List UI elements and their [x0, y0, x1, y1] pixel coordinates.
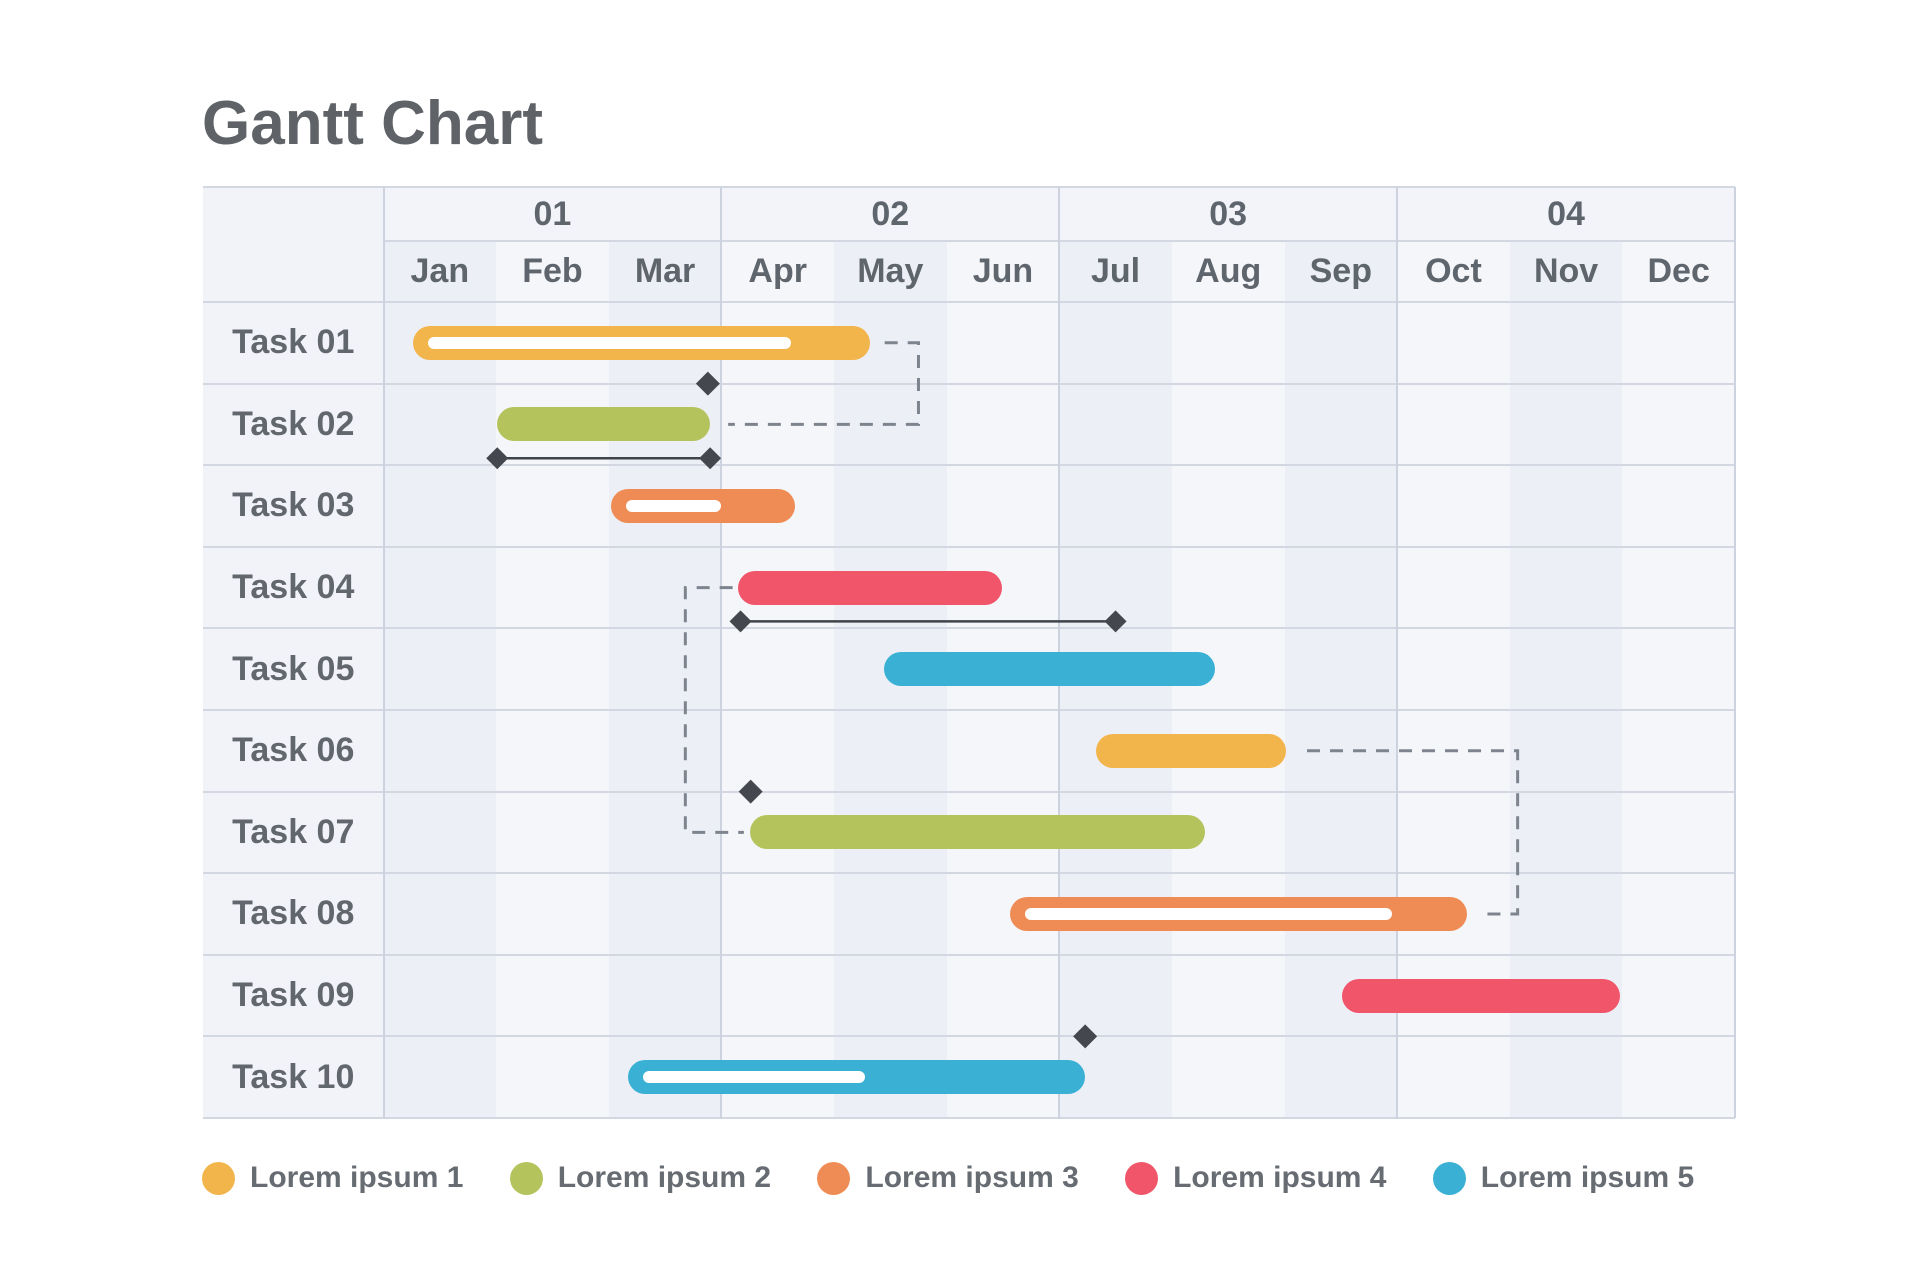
range-diamond-start [729, 610, 752, 633]
milestone-diamond [1073, 1024, 1098, 1049]
task-label-5: Task 05 [232, 649, 355, 688]
quarter-header-02: 02 [721, 187, 1060, 241]
gantt-bar-task-08 [1009, 897, 1467, 931]
grid-row-line [203, 464, 1735, 467]
month-column-apr [721, 241, 834, 1118]
month-column-nov [1509, 241, 1623, 1118]
task-label-4: Task 04 [232, 568, 355, 607]
grid-row-line [203, 872, 1735, 875]
task-label-6: Task 06 [232, 731, 355, 770]
quarter-header-01: 01 [383, 187, 722, 241]
milestone-diamond [738, 779, 763, 804]
dependency-connector [1307, 749, 1520, 916]
gantt-bar-task-03 [611, 489, 795, 523]
legend-item-1: Lorem ipsum 1 [202, 1158, 463, 1198]
grid-row-line [203, 953, 1735, 956]
page-title: Gantt Chart [202, 89, 543, 158]
task-label-8: Task 08 [232, 894, 355, 933]
progress-stripe [626, 500, 722, 512]
grid-label-divider [382, 187, 385, 1118]
progress-stripe [642, 1071, 866, 1084]
month-column-oct [1397, 241, 1510, 1118]
range-diamond-start [486, 447, 509, 470]
range-diamond-end [699, 447, 722, 470]
grid-row-line [203, 709, 1735, 711]
quarter-header-04: 04 [1397, 187, 1735, 241]
month-column-sep [1284, 241, 1398, 1118]
month-label-nov: Nov [1533, 252, 1599, 290]
legend-dot-red-icon [1125, 1161, 1159, 1195]
month-label-feb: Feb [522, 252, 583, 290]
legend-item-5: Lorem ipsum 5 [1432, 1158, 1695, 1198]
gantt-bar-task-01 [412, 325, 871, 360]
gantt-bar-task-04 [738, 570, 1002, 605]
legend-label: Lorem ipsum 1 [250, 1161, 464, 1194]
grid-quarter-line [720, 187, 723, 1118]
month-label-aug: Aug [1195, 252, 1262, 290]
grid-row-line [203, 301, 1735, 303]
legend-label: Lorem ipsum 5 [1480, 1161, 1695, 1194]
month-column-dec [1622, 241, 1735, 1118]
dependency-connector [728, 341, 920, 426]
month-label-oct: Oct [1425, 252, 1482, 290]
grid-row-line [203, 790, 1735, 793]
milestone-diamond [695, 371, 720, 396]
legend-dot-cyan-icon [1432, 1161, 1466, 1195]
grid-row-line [203, 1035, 1735, 1038]
grid-row-line [203, 1117, 1735, 1119]
legend-dot-olive-icon [509, 1161, 543, 1195]
legend-label: Lorem ipsum 2 [557, 1161, 772, 1194]
grid-top-border [203, 186, 1735, 188]
gantt-bar-task-06 [1096, 733, 1286, 768]
month-column-feb [496, 241, 609, 1118]
task-label-3: Task 03 [232, 486, 355, 525]
task-label-9: Task 09 [232, 976, 355, 1015]
grid-row-line [203, 627, 1735, 630]
task-label-1: Task 01 [232, 323, 355, 362]
month-label-may: May [857, 252, 924, 290]
month-label-sep: Sep [1309, 252, 1372, 290]
task-label-7: Task 07 [232, 812, 355, 851]
task-label-2: Task 02 [232, 404, 355, 443]
legend-label: Lorem ipsum 3 [865, 1161, 1079, 1194]
month-label-jul: Jul [1091, 252, 1141, 290]
legend-label: Lorem ipsum 4 [1173, 1161, 1387, 1194]
quarter-header-03: 03 [1059, 187, 1398, 241]
legend-dot-orange-icon [817, 1161, 851, 1195]
task-label-column-background [203, 187, 384, 1118]
progress-stripe [427, 336, 791, 349]
gantt-bar-task-09 [1341, 978, 1621, 1013]
gantt-bar-task-05 [883, 652, 1215, 687]
month-label-jun: Jun [972, 252, 1034, 290]
month-label-mar: Mar [634, 252, 696, 290]
legend-item-2: Lorem ipsum 2 [509, 1158, 772, 1198]
month-column-jan [383, 241, 497, 1118]
gantt-bar-task-02 [497, 407, 711, 442]
gantt-bar-task-07 [749, 815, 1205, 850]
legend-item-3: Lorem ipsum 3 [817, 1158, 1079, 1198]
grid-row-line [203, 382, 1735, 385]
grid-right-border [1734, 187, 1736, 1118]
gantt-bar-task-10 [627, 1060, 1086, 1095]
range-diamond-end [1104, 610, 1127, 633]
month-label-jan: Jan [410, 252, 470, 290]
grid-quarter-line [1396, 187, 1399, 1118]
legend-item-4: Lorem ipsum 4 [1125, 1158, 1386, 1198]
month-label-apr: Apr [748, 252, 807, 290]
task-label-10: Task 10 [232, 1057, 355, 1096]
legend-dot-yellow-icon [202, 1161, 235, 1195]
dependency-connector [683, 586, 744, 834]
month-label-dec: Dec [1647, 252, 1710, 290]
progress-stripe [1024, 908, 1393, 920]
grid-row-line [203, 545, 1735, 548]
